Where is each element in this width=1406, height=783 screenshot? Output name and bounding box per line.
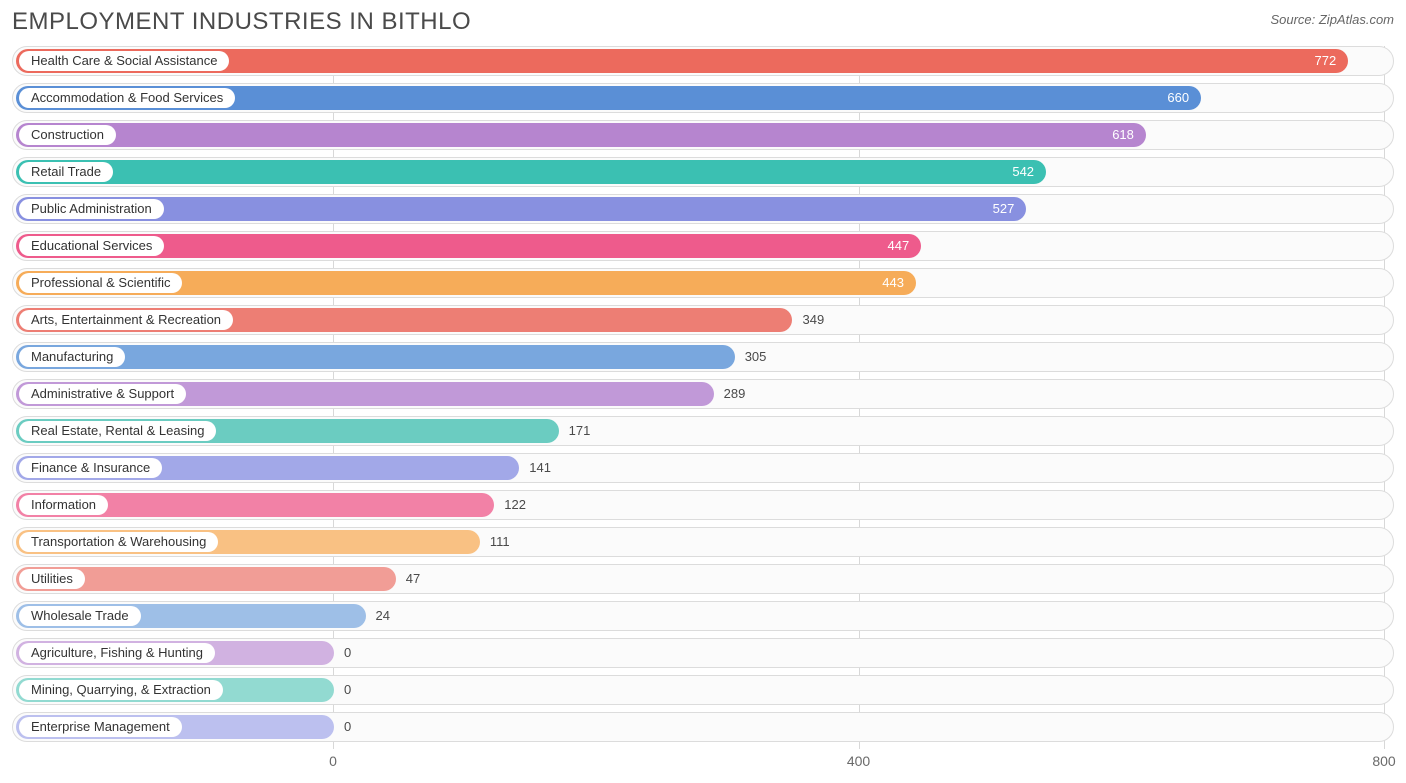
bar-value-label: 0 <box>344 713 351 743</box>
bar-value-label: 772 <box>16 47 1336 77</box>
bar-value-label: 660 <box>16 84 1189 114</box>
chart-area: Health Care & Social Assistance772 Accomm… <box>12 46 1394 775</box>
x-axis-tick: 0 <box>329 753 337 769</box>
bar-row: Retail Trade542 <box>12 157 1394 187</box>
bar-row: Real Estate, Rental & Leasing 171 <box>12 416 1394 446</box>
bar-row: Agriculture, Fishing & Hunting 0 <box>12 638 1394 668</box>
bar-value-label: 122 <box>504 491 526 521</box>
bar-value-label: 542 <box>16 158 1034 188</box>
bar-value-label: 0 <box>344 639 351 669</box>
bar-value-label: 24 <box>376 602 390 632</box>
x-axis: 0 400 800 <box>12 749 1394 775</box>
bar-category-label: Arts, Entertainment & Recreation <box>19 310 233 330</box>
bar-category-label: Information <box>19 495 108 515</box>
bar-category-label: Transportation & Warehousing <box>19 532 218 552</box>
bar-row: Educational Services447 <box>12 231 1394 261</box>
bar-row: Public Administration527 <box>12 194 1394 224</box>
bar-category-label: Real Estate, Rental & Leasing <box>19 421 216 441</box>
bar-row: Mining, Quarrying, & Extraction 0 <box>12 675 1394 705</box>
x-axis-tick: 800 <box>1372 753 1395 769</box>
bar-row: Enterprise Management 0 <box>12 712 1394 742</box>
bar-row: Health Care & Social Assistance772 <box>12 46 1394 76</box>
bar-row: Construction618 <box>12 120 1394 150</box>
bar-value-label: 0 <box>344 676 351 706</box>
bar-value-label: 527 <box>16 195 1014 225</box>
bar-row: Accommodation & Food Services660 <box>12 83 1394 113</box>
bar-row: Utilities 47 <box>12 564 1394 594</box>
x-axis-tick: 400 <box>847 753 870 769</box>
bar-value-label: 171 <box>569 417 591 447</box>
chart-header: EMPLOYMENT INDUSTRIES IN BITHLO Source: … <box>12 8 1394 36</box>
bar-value-label: 305 <box>745 343 767 373</box>
bar-value-label: 349 <box>802 306 824 336</box>
bar-category-label: Administrative & Support <box>19 384 186 404</box>
bar-row: Professional & Scientific443 <box>12 268 1394 298</box>
bar-row: Finance & Insurance 141 <box>12 453 1394 483</box>
bar-value-label: 447 <box>16 232 909 262</box>
chart-title: EMPLOYMENT INDUSTRIES IN BITHLO <box>12 8 471 36</box>
bar-value-label: 289 <box>724 380 746 410</box>
bar-container: Health Care & Social Assistance772 Accomm… <box>12 46 1394 742</box>
bar-category-label: Agriculture, Fishing & Hunting <box>19 643 215 663</box>
bar-category-label: Enterprise Management <box>19 717 182 737</box>
bar-value-label: 47 <box>406 565 420 595</box>
bar-row: Transportation & Warehousing 111 <box>12 527 1394 557</box>
bar-row: Wholesale Trade 24 <box>12 601 1394 631</box>
bar-category-label: Manufacturing <box>19 347 125 367</box>
bar-value-label: 443 <box>16 269 904 299</box>
bar-category-label: Finance & Insurance <box>19 458 162 478</box>
bar-row: Information 122 <box>12 490 1394 520</box>
bar-value-label: 111 <box>490 528 510 558</box>
bar-category-label: Wholesale Trade <box>19 606 141 626</box>
bar-row: Arts, Entertainment & Recreation 349 <box>12 305 1394 335</box>
bar-row: Administrative & Support 289 <box>12 379 1394 409</box>
chart-source: Source: ZipAtlas.com <box>1270 12 1394 27</box>
bar-value-label: 141 <box>529 454 551 484</box>
bar-category-label: Utilities <box>19 569 85 589</box>
bar-value-label: 618 <box>16 121 1134 151</box>
bar-category-label: Mining, Quarrying, & Extraction <box>19 680 223 700</box>
bar-row: Manufacturing 305 <box>12 342 1394 372</box>
